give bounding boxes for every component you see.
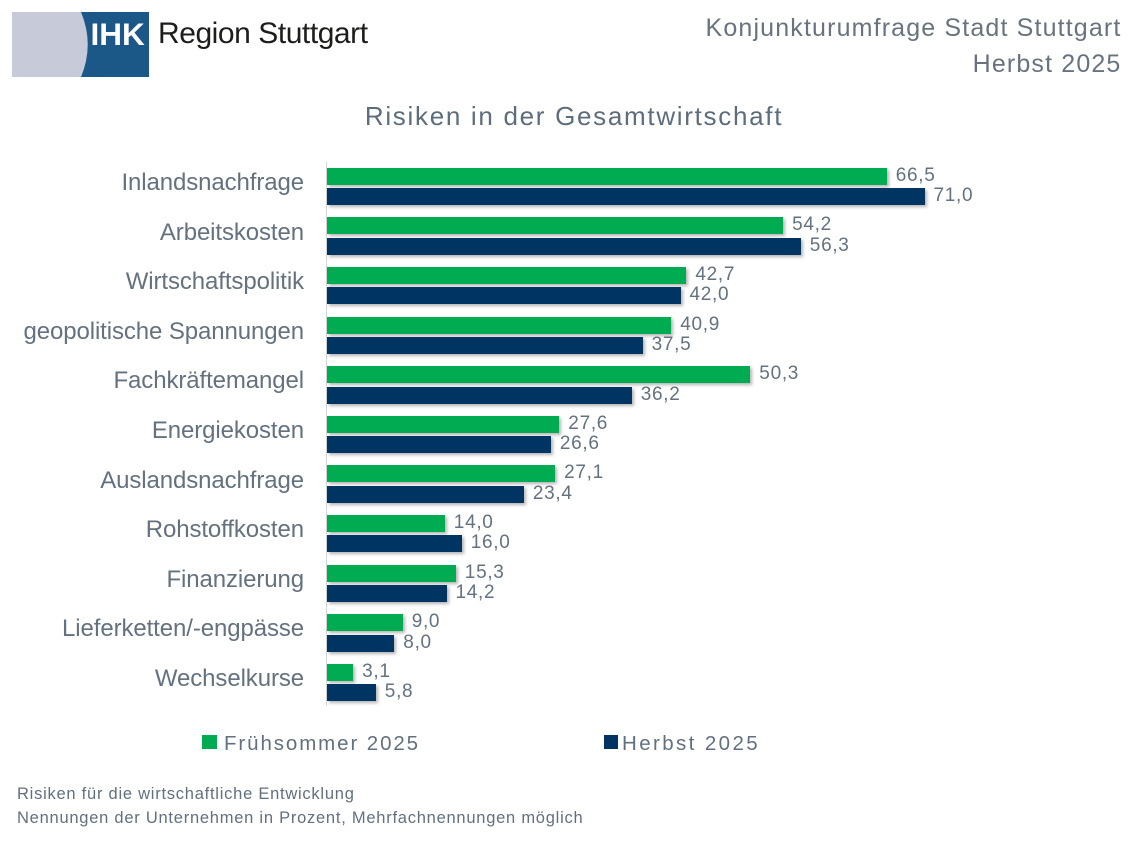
svg-text:IHK: IHK <box>91 16 146 52</box>
